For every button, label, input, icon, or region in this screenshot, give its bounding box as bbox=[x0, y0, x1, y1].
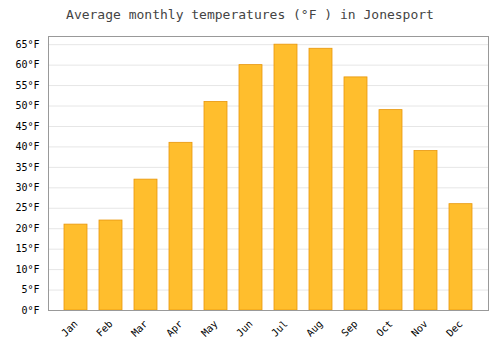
svg-text:55°F: 55°F bbox=[15, 80, 39, 91]
svg-text:5°F: 5°F bbox=[21, 284, 39, 295]
svg-text:30°F: 30°F bbox=[15, 182, 39, 193]
svg-text:25°F: 25°F bbox=[15, 202, 39, 213]
html-text:Average monthly temperatures (: Average monthly temperatures (°F ) in Jo… bbox=[66, 7, 434, 22]
svg-text:Jul: Jul bbox=[269, 318, 290, 339]
svg-text:Jun: Jun bbox=[234, 318, 255, 339]
svg-text:Apr: Apr bbox=[164, 318, 185, 339]
svg-text:Jan: Jan bbox=[59, 318, 80, 339]
svg-text:0°F: 0°F bbox=[21, 305, 39, 316]
svg-text:35°F: 35°F bbox=[15, 162, 39, 173]
svg-text:45°F: 45°F bbox=[15, 121, 39, 132]
svg-text:50°F: 50°F bbox=[15, 100, 39, 111]
svg-text:Sep: Sep bbox=[339, 318, 360, 339]
svg-text:Dec: Dec bbox=[444, 318, 465, 339]
svg-text:15°F: 15°F bbox=[15, 243, 39, 254]
svg-text:40°F: 40°F bbox=[15, 141, 39, 152]
svg-text:65°F: 65°F bbox=[15, 39, 39, 50]
svg-text:Aug: Aug bbox=[304, 318, 325, 339]
svg-text:Mar: Mar bbox=[129, 318, 150, 339]
svg-text:20°F: 20°F bbox=[15, 223, 39, 234]
svg-text:Oct: Oct bbox=[374, 318, 395, 339]
svg-text:Nov: Nov bbox=[409, 318, 430, 339]
svg-text:60°F: 60°F bbox=[15, 59, 39, 70]
svg-text:Feb: Feb bbox=[94, 318, 115, 339]
svg-text:10°F: 10°F bbox=[15, 264, 39, 275]
svg-text:May: May bbox=[199, 318, 220, 339]
